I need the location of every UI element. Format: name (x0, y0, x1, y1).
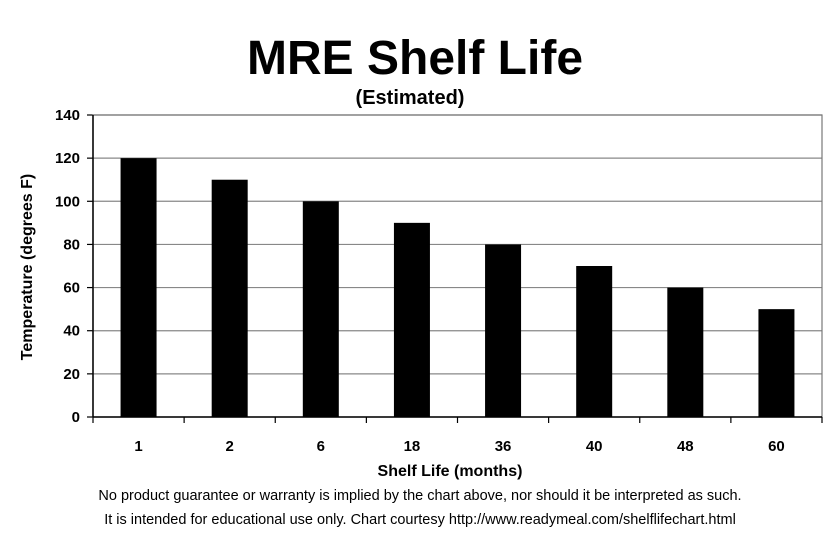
bar (393, 222, 430, 417)
x-tick-label: 6 (317, 438, 325, 455)
plot-border (92, 114, 823, 418)
disclaimer-line-1: No product guarantee or warranty is impl… (98, 488, 742, 504)
bar (120, 158, 157, 417)
x-axis-label: Shelf Life (months) (378, 463, 523, 480)
bar (758, 309, 795, 417)
y-tick-label: 100 (55, 193, 80, 210)
y-tick-label: 20 (63, 366, 80, 383)
x-tick-label: 2 (226, 438, 234, 455)
y-tick-label: 40 (63, 323, 80, 340)
bar (302, 201, 339, 417)
axes (87, 114, 823, 423)
bar (211, 179, 248, 417)
x-tick-label: 36 (495, 438, 512, 455)
x-tick-label: 1 (134, 438, 142, 455)
x-tick-labels: 1 2 6 18 36 40 48 60 (134, 438, 784, 455)
y-tick-label: 140 (55, 107, 80, 124)
bar (576, 266, 613, 417)
disclaimer-line-2: It is intended for educational use only.… (104, 512, 736, 528)
x-tick-label: 48 (677, 438, 694, 455)
bar (485, 244, 522, 417)
gridlines (93, 114, 822, 375)
x-tick-label: 18 (404, 438, 421, 455)
bars (120, 158, 795, 417)
x-tick-label: 40 (586, 438, 603, 455)
y-tick-label: 120 (55, 150, 80, 167)
bar (667, 287, 704, 417)
chart-title: MRE Shelf Life (247, 32, 583, 85)
y-tick-labels: 0 20 40 60 80 100 120 140 (55, 107, 80, 426)
y-axis-label: Temperature (degrees F) (19, 174, 36, 360)
x-tick-label: 60 (768, 438, 785, 455)
chart-subtitle: (Estimated) (356, 87, 465, 109)
y-tick-label: 80 (63, 236, 80, 253)
y-tick-label: 60 (63, 280, 80, 297)
y-tick-label: 0 (72, 409, 80, 426)
